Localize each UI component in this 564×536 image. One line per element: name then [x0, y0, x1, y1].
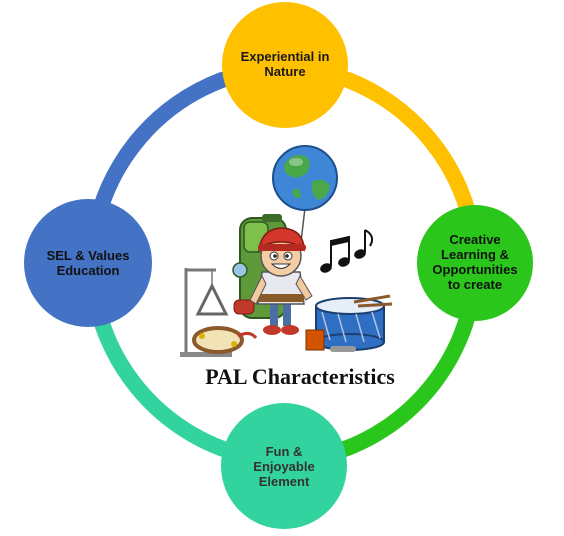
node-label-sel-values: SEL & Values Education — [46, 248, 130, 278]
node-circle-top — [222, 2, 348, 128]
node-label-creative-learning: Creative Learning & Opportunities to cre… — [432, 232, 518, 292]
center-illustration — [180, 145, 393, 357]
drum-icon — [305, 294, 393, 352]
child-explorer-icon — [249, 227, 313, 335]
node-label-fun-enjoyable: Fun & Enjoyable Element — [253, 443, 315, 489]
node-label-experiential: Experiential in Nature — [240, 49, 330, 79]
node-circle-bottom — [221, 403, 347, 529]
triangle-instrument-icon — [180, 268, 232, 357]
music-notes-icon — [320, 229, 374, 273]
globe-icon — [272, 145, 338, 251]
node-circle-right — [417, 205, 533, 321]
tambourine-icon — [192, 326, 258, 354]
center-title: PAL Characteristics — [205, 364, 395, 389]
node-circle-left — [24, 199, 152, 327]
